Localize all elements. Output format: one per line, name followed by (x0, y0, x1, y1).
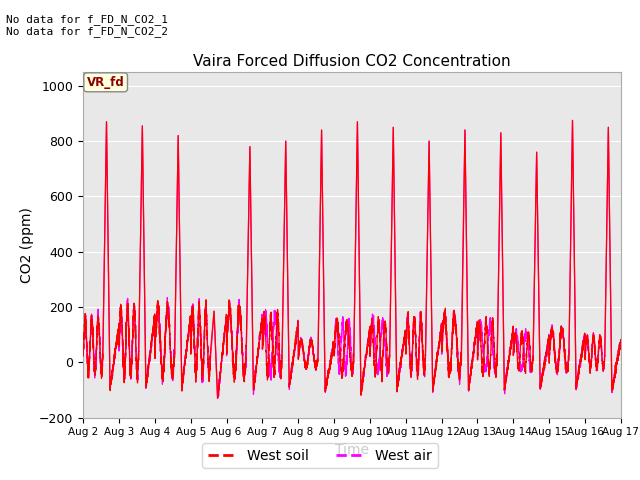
Text: VR_fd: VR_fd (87, 76, 125, 89)
Y-axis label: CO2 (ppm): CO2 (ppm) (20, 207, 33, 283)
Text: No data for f_FD_N_CO2_1: No data for f_FD_N_CO2_1 (6, 13, 168, 24)
Text: No data for f_FD_N_CO2_2: No data for f_FD_N_CO2_2 (6, 25, 168, 36)
Title: Vaira Forced Diffusion CO2 Concentration: Vaira Forced Diffusion CO2 Concentration (193, 54, 511, 70)
X-axis label: Time: Time (335, 443, 369, 457)
Legend: West soil, West air: West soil, West air (202, 443, 438, 468)
